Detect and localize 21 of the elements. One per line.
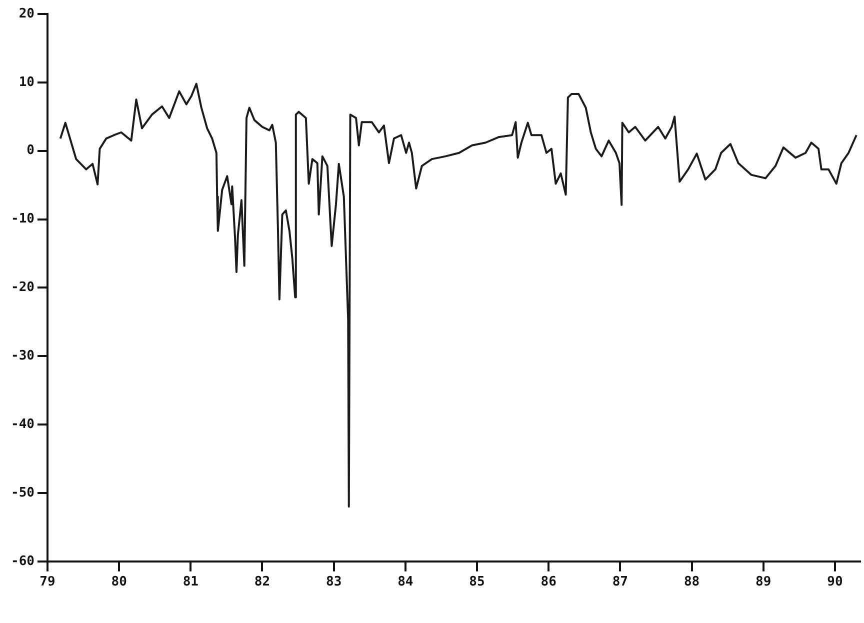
y-tick-label: -60 [10, 554, 35, 569]
x-tick-label: 90 [827, 574, 843, 590]
x-tick-label: 79 [40, 574, 56, 590]
x-tick-label: 84 [398, 574, 414, 590]
y-tick-label: 10 [18, 74, 35, 90]
y-tick-label: 20 [18, 6, 35, 22]
x-tick-label: 83 [326, 574, 342, 590]
y-tick-label: -30 [10, 348, 35, 364]
x-tick-label: 86 [540, 574, 557, 590]
y-tick-label: -40 [10, 416, 35, 432]
y-tick-label: -20 [10, 280, 35, 296]
y-tick-label: -50 [10, 485, 35, 500]
x-tick-label: 85 [469, 574, 485, 590]
x-tick-label: 82 [254, 574, 270, 590]
x-tick-label: 89 [756, 574, 772, 590]
x-tick-label: 81 [182, 574, 199, 590]
x-tick-label: 80 [111, 574, 128, 590]
x-tick-label: 88 [684, 574, 700, 590]
y-tick-label: 0 [26, 143, 35, 158]
x-tick-label: 87 [612, 574, 628, 590]
y-tick-label: -10 [10, 212, 35, 227]
